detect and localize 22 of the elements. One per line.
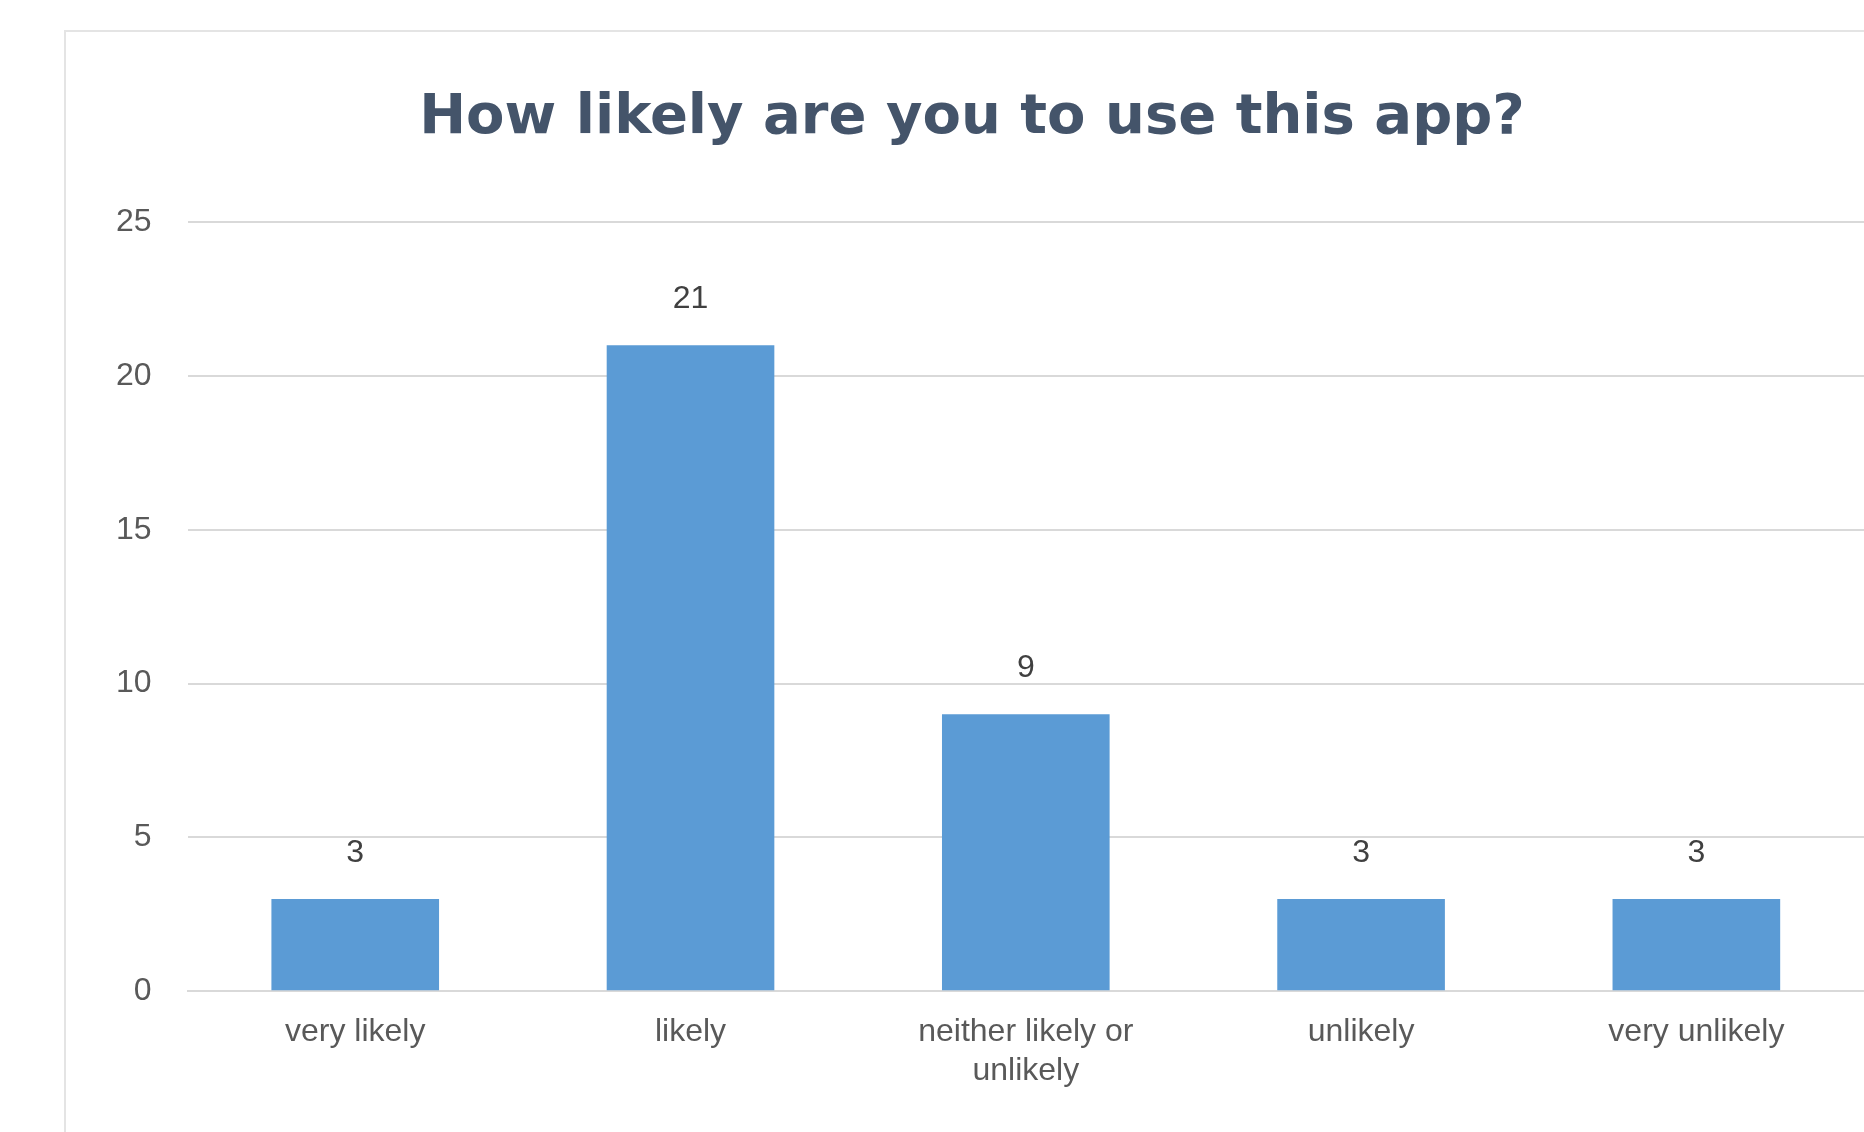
y-tick-label: 0 <box>133 971 152 1008</box>
y-tick-label: 5 <box>133 817 152 854</box>
bar <box>941 714 1110 991</box>
bar <box>1277 898 1445 991</box>
bar <box>606 345 775 991</box>
bar <box>1612 898 1781 991</box>
y-tick-label: 20 <box>116 355 152 392</box>
x-tick-label: very unlikely <box>1608 1012 1785 1049</box>
y-tick-label: 25 <box>116 202 152 239</box>
x-tick-label: neither likely or unlikely <box>918 1012 1134 1087</box>
x-tick-label: likely <box>654 1012 727 1049</box>
chart-title: How likely are you to use this app? <box>419 81 1525 147</box>
y-tick-label: 10 <box>116 663 152 700</box>
x-tick-label: unlikely <box>1307 1012 1415 1049</box>
y-tick-label: 15 <box>116 509 152 546</box>
data-label: 9 <box>1016 648 1035 685</box>
data-label: 21 <box>672 279 709 316</box>
data-label: 3 <box>1352 832 1370 869</box>
bar <box>271 898 440 991</box>
x-tick-label: very likely <box>285 1012 426 1049</box>
data-label: 3 <box>1687 832 1706 869</box>
data-label: 3 <box>346 832 365 869</box>
